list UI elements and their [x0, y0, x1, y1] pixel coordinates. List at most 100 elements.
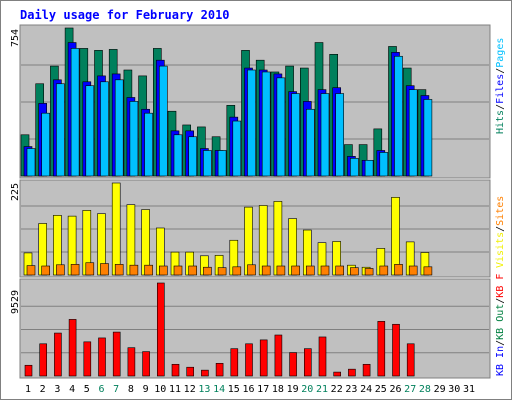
x-tick-label: 15 — [228, 384, 240, 395]
bar-sites-day-9 — [144, 264, 153, 276]
bar-sites-day-3 — [56, 264, 65, 276]
bar-sites-day-22 — [335, 265, 345, 276]
bar-sites-day-21 — [320, 265, 330, 276]
x-tick-label: 28 — [419, 384, 431, 395]
bar-pages-day-13 — [203, 150, 212, 177]
legend-part: / — [495, 226, 506, 232]
bar-kb-f-day-22 — [333, 371, 342, 377]
x-tick-label: 1 — [25, 384, 31, 395]
bar-pages-day-22 — [335, 93, 345, 177]
bar-kb-f-day-5 — [83, 341, 92, 377]
bar-sites-day-4 — [70, 264, 80, 276]
bar-pages-day-9 — [144, 112, 153, 177]
legend-part: KB In — [495, 346, 506, 376]
chart-title: Daily usage for February 2010 — [20, 8, 230, 22]
x-tick-label: 19 — [287, 384, 299, 395]
x-tick-label: 24 — [360, 384, 372, 395]
bar-sites-day-18 — [276, 265, 286, 276]
bar-kb-f-day-11 — [171, 363, 180, 377]
bar-kb-f-day-19 — [289, 352, 297, 377]
bar-pages-day-20 — [305, 108, 315, 177]
bar-kb-f-day-20 — [303, 348, 312, 377]
bar-pages-day-6 — [100, 81, 109, 177]
bar-pages-day-24 — [364, 159, 374, 177]
bar-visits-day-8 — [126, 204, 136, 276]
legend-part: / — [495, 298, 506, 304]
bar-pages-day-18 — [276, 77, 286, 177]
bottom-axis-legend: KB In/KB Out/KB F — [495, 274, 506, 376]
bar-kb-f-day-10 — [157, 282, 165, 377]
legend-part: Pages — [495, 38, 506, 68]
bar-sites-day-19 — [291, 265, 300, 276]
bar-pages-day-25 — [379, 152, 389, 177]
bar-kb-f-day-26 — [392, 323, 400, 377]
legend-part: / — [495, 104, 506, 110]
bar-pages-day-12 — [188, 136, 197, 177]
bar-sites-day-12 — [188, 265, 197, 276]
bar-kb-f-day-24 — [362, 363, 371, 377]
bar-sites-day-5 — [85, 262, 95, 276]
legend-part: / — [495, 340, 506, 346]
x-tick-label: 7 — [113, 384, 119, 395]
bar-pages-day-21 — [320, 93, 330, 177]
top-ymax-label: 754 — [10, 29, 21, 47]
x-tick-label: 31 — [463, 384, 475, 395]
bar-kb-f-day-15 — [230, 348, 239, 377]
bar-sites-day-6 — [100, 263, 109, 276]
bar-sites-day-7 — [114, 264, 124, 276]
x-tick-label: 8 — [128, 384, 134, 395]
bar-sites-day-14 — [217, 267, 227, 276]
x-tick-label: 20 — [301, 384, 313, 395]
legend-part: Files — [495, 74, 506, 104]
x-tick-label: 26 — [389, 384, 401, 395]
bar-visits-day-7 — [111, 182, 121, 276]
x-tick-label: 29 — [434, 384, 446, 395]
bar-pages-day-4 — [70, 48, 80, 177]
bar-sites-day-17 — [261, 265, 271, 276]
bar-sites-day-2 — [41, 265, 51, 276]
x-tick-label: 13 — [198, 384, 210, 395]
bar-kb-f-day-21 — [318, 336, 327, 377]
bottom-ymax-label: 9529 — [10, 290, 21, 314]
bar-pages-day-15 — [232, 120, 242, 177]
bar-kb-f-day-25 — [377, 321, 386, 377]
bar-kb-f-day-16 — [245, 343, 253, 377]
legend-part: Visits — [495, 232, 506, 268]
bar-pages-day-5 — [85, 85, 95, 177]
bar-pages-day-2 — [41, 112, 51, 177]
legend-part: Hits — [495, 110, 506, 134]
x-tick-label: 22 — [331, 384, 343, 395]
bar-pages-day-16 — [247, 69, 256, 177]
bar-sites-day-27 — [408, 265, 418, 276]
x-tick-label: 21 — [316, 384, 328, 395]
bar-sites-day-11 — [173, 265, 183, 276]
bar-pages-day-23 — [350, 158, 359, 177]
bar-kb-f-day-27 — [406, 343, 415, 377]
top-axis-legend: Hits/Files/Pages — [495, 38, 506, 134]
x-tick-label: 9 — [143, 384, 149, 395]
bar-pages-day-11 — [173, 134, 183, 177]
x-tick-label: 12 — [184, 384, 196, 395]
bar-pages-day-17 — [261, 71, 271, 177]
bar-kb-f-day-7 — [112, 331, 121, 377]
bar-sites-day-1 — [26, 265, 36, 276]
legend-part: KB Out — [495, 304, 506, 340]
bar-pages-day-1 — [26, 148, 36, 177]
bar-sites-day-28 — [423, 266, 433, 276]
bar-kb-f-day-18 — [274, 334, 283, 377]
bar-kb-f-day-6 — [98, 337, 106, 377]
bar-sites-day-24 — [364, 268, 374, 276]
x-tick-label: 10 — [154, 384, 166, 395]
bar-sites-day-26 — [394, 264, 403, 276]
bar-visits-day-18 — [273, 201, 283, 276]
bar-sites-day-23 — [350, 267, 359, 276]
x-axis-labels: 1 2 3 4 5 6 7 8 9 10 11 12 13 14 15 16 17 18 19 20 21 22 23 24 2… — [25, 384, 475, 395]
bar-kb-f-day-1 — [24, 364, 33, 377]
bar-kb-f-day-9 — [142, 351, 150, 377]
x-tick-label: 30 — [448, 384, 460, 395]
x-tick-label: 18 — [272, 384, 284, 395]
bar-sites-day-15 — [232, 266, 242, 276]
bar-pages-day-26 — [394, 55, 403, 177]
